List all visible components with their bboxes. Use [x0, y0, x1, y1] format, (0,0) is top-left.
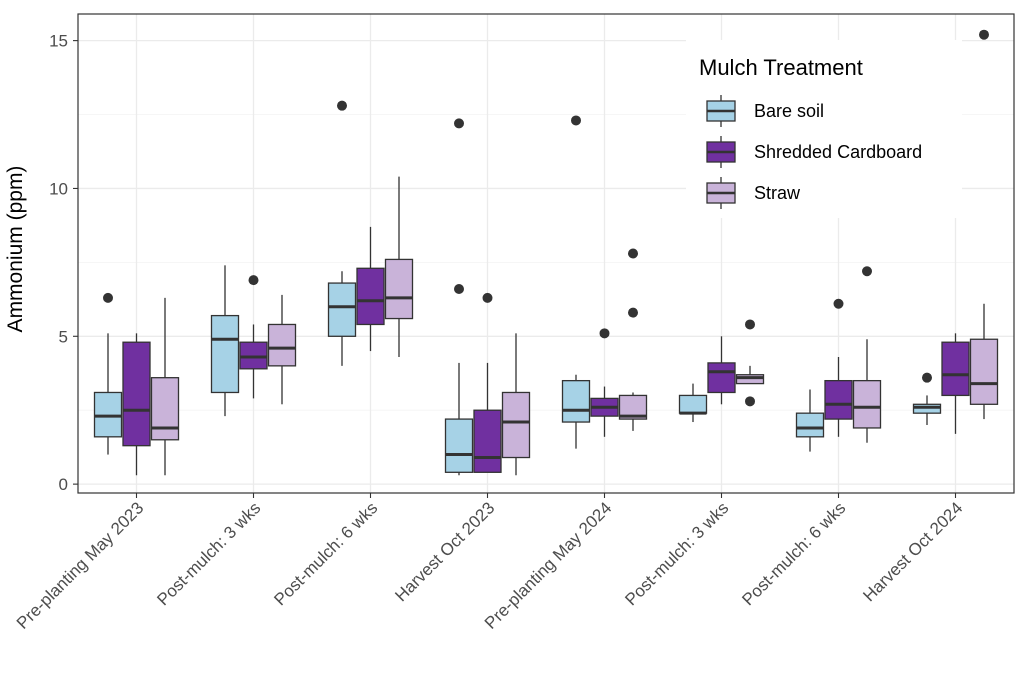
- legend-item-straw: Straw: [706, 177, 801, 209]
- box-group: [122, 333, 151, 476]
- outlier-point: [745, 319, 755, 330]
- box-group: [444, 118, 474, 476]
- outlier-point: [862, 266, 872, 277]
- iqr-box: [618, 394, 648, 420]
- legend-title: Mulch Treatment: [699, 55, 863, 80]
- plot-panel-border: [77, 13, 1015, 494]
- box-groups: [93, 29, 999, 476]
- x-tick-label: Post-mulch: 3 wks: [621, 498, 732, 609]
- x-tick-label: Pre-planting May 2024: [481, 498, 615, 632]
- iqr-box: [824, 379, 853, 420]
- box-group: [501, 333, 531, 476]
- outlier-point: [571, 115, 581, 126]
- box-group: [150, 297, 180, 476]
- y-tick-label: 15: [49, 32, 68, 51]
- x-tick-label: Pre-planting May 2023: [13, 498, 147, 632]
- box-group: [473, 292, 502, 473]
- legend: Mulch Treatment Bare soil Shredded Cardbo…: [686, 40, 962, 218]
- box-group: [327, 100, 357, 366]
- iqr-box: [473, 409, 502, 473]
- outlier-point: [454, 283, 464, 294]
- iqr-box: [561, 379, 591, 423]
- box-group: [735, 319, 765, 407]
- x-tick-label: Post-mulch: 6 wks: [270, 498, 381, 609]
- legend-item-shredded-cardboard: Shredded Cardboard: [706, 136, 922, 168]
- outlier-point: [103, 292, 113, 303]
- iqr-box: [852, 379, 882, 429]
- iqr-box: [267, 323, 297, 367]
- outlier-point: [482, 292, 493, 303]
- box-group: [590, 328, 619, 437]
- iqr-box: [210, 314, 240, 394]
- series-bare-soil: [93, 100, 942, 476]
- box-group: [678, 383, 708, 423]
- iqr-box: [795, 412, 825, 438]
- y-tick-label: 0: [59, 475, 68, 494]
- outlier-point: [599, 328, 610, 339]
- box-group: [852, 266, 882, 443]
- box-group: [561, 115, 591, 449]
- box-group: [618, 248, 648, 431]
- series-straw: [150, 29, 999, 476]
- y-axis: 0 5 10 15: [49, 32, 78, 494]
- box-group: [795, 389, 825, 452]
- iqr-box: [941, 341, 970, 397]
- box-group: [93, 292, 123, 455]
- outlier-point: [248, 275, 259, 286]
- outlier-point: [745, 396, 755, 407]
- x-tick-label: Harvest Oct 2023: [391, 498, 498, 605]
- legend-label: Straw: [754, 183, 801, 203]
- legend-item-bare-soil: Bare soil: [706, 95, 824, 127]
- iqr-box: [150, 377, 180, 441]
- x-tick-label: Harvest Oct 2024: [859, 498, 966, 605]
- box-group: [384, 176, 414, 357]
- x-axis: Pre-planting May 2023 Post-mulch: 3 wks Po…: [13, 493, 966, 633]
- legend-label: Bare soil: [754, 101, 824, 121]
- outlier-point: [833, 298, 844, 309]
- outlier-point: [628, 307, 638, 318]
- box-group: [824, 298, 853, 437]
- iqr-box: [678, 394, 708, 414]
- y-axis-title: Ammonium (ppm): [4, 166, 27, 333]
- y-tick-label: 5: [59, 327, 68, 346]
- outlier-point: [979, 29, 989, 40]
- x-tick-label: Post-mulch: 6 wks: [738, 498, 849, 609]
- legend-label: Shredded Cardboard: [754, 142, 922, 162]
- box-group: [356, 226, 385, 352]
- box-group: [239, 275, 268, 399]
- box-group: [267, 294, 297, 405]
- outlier-point: [922, 372, 932, 383]
- iqr-box: [969, 338, 999, 405]
- x-tick-label: Post-mulch: 3 wks: [153, 498, 264, 609]
- iqr-box: [122, 341, 151, 447]
- iqr-box: [501, 391, 531, 459]
- series-shredded-cardboard: [122, 226, 970, 476]
- iqr-box: [384, 258, 414, 320]
- y-tick-label: 10: [49, 179, 68, 198]
- iqr-box: [707, 362, 736, 394]
- iqr-box: [444, 418, 474, 473]
- box-group: [969, 29, 999, 420]
- box-group: [941, 333, 970, 434]
- iqr-box: [356, 267, 385, 326]
- box-group: [912, 372, 942, 425]
- iqr-box: [327, 282, 357, 337]
- outlier-point: [454, 118, 464, 129]
- outlier-point: [337, 100, 347, 111]
- outlier-point: [628, 248, 638, 259]
- box-group: [707, 336, 736, 405]
- box-group: [210, 265, 240, 417]
